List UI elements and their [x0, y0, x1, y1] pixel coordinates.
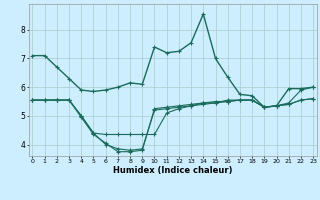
- X-axis label: Humidex (Indice chaleur): Humidex (Indice chaleur): [113, 166, 233, 175]
